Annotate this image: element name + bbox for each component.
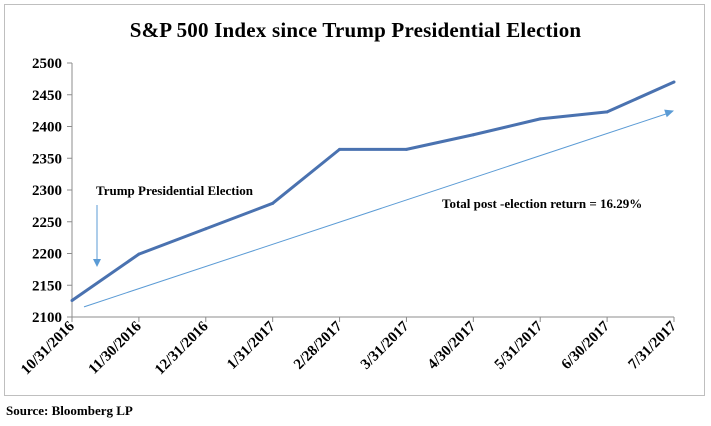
trend-arrow-head-icon xyxy=(664,109,674,118)
y-tick-label: 2250 xyxy=(32,215,62,231)
y-tick-label: 2400 xyxy=(32,120,62,136)
chart-plot: 2500 2450 2400 2350 2300 2250 2200 2150 2100 10/… xyxy=(18,56,680,378)
data-point xyxy=(204,227,208,231)
election-arrow-head-icon xyxy=(93,259,101,267)
data-point xyxy=(338,147,342,151)
y-axis: 2500 2450 2400 2350 2300 2250 2200 2150 2100 xyxy=(32,56,73,326)
data-point xyxy=(538,117,542,121)
x-tick-label: 5/31/2017 xyxy=(492,318,547,373)
x-tick-label: 11/30/2016 xyxy=(86,318,145,377)
y-tick-label: 2300 xyxy=(32,183,62,199)
x-tick-label: 7/31/2017 xyxy=(625,318,680,373)
x-tick-label: 6/30/2017 xyxy=(559,318,614,373)
chart-title: S&P 500 Index since Trump Presidential E… xyxy=(129,18,582,42)
data-point xyxy=(70,298,74,302)
data-point xyxy=(271,201,275,205)
y-tick-label: 2500 xyxy=(32,56,62,72)
data-point xyxy=(471,133,475,137)
return-annotation-label: Total post -election return = 16.29% xyxy=(442,196,642,211)
series-line xyxy=(70,80,676,302)
data-point xyxy=(605,110,609,114)
election-annotation-label: Trump Presidential Election xyxy=(96,183,254,198)
data-point xyxy=(672,80,676,84)
x-tick-label: 10/31/2016 xyxy=(18,318,78,378)
data-point xyxy=(137,252,141,256)
y-tick-label: 2200 xyxy=(32,247,62,263)
y-tick-label: 2350 xyxy=(32,151,62,167)
data-point xyxy=(404,147,408,151)
y-tick-label: 2450 xyxy=(32,88,62,104)
series-path xyxy=(71,80,675,302)
x-tick-label: 12/31/2016 xyxy=(152,318,212,378)
trend-line xyxy=(83,109,674,308)
chart-frame xyxy=(4,4,705,396)
trend-line-segment xyxy=(83,112,671,308)
x-tick-label: 4/30/2017 xyxy=(425,318,480,373)
source-note: Source: Bloomberg LP xyxy=(6,403,133,418)
x-tick-label: 2/28/2017 xyxy=(291,318,346,373)
x-axis: 10/31/2016 11/30/2016 12/31/2016 1/31/2017 2… xyxy=(18,316,680,378)
annotations: Trump Presidential Election Total post -… xyxy=(93,183,642,267)
y-tick-label: 2150 xyxy=(32,278,62,294)
y-tick-label: 2100 xyxy=(32,310,62,326)
x-tick-label: 1/31/2017 xyxy=(224,318,279,373)
x-tick-label: 3/31/2017 xyxy=(358,318,413,373)
